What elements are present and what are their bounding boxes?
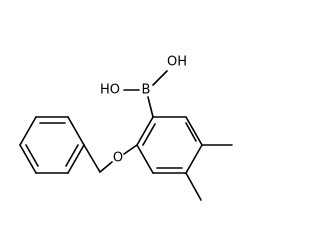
bond	[152, 70, 168, 86]
bond	[123, 144, 138, 155]
bond	[136, 144, 154, 174]
bond	[147, 96, 154, 118]
atom-label: HO	[100, 83, 120, 98]
bond	[185, 116, 203, 146]
bond	[19, 144, 37, 174]
bond	[83, 144, 101, 173]
double-bond	[25, 144, 39, 167]
double-bond	[185, 122, 197, 142]
bond	[67, 116, 85, 146]
atom-label: O	[113, 151, 123, 166]
methyl-bond	[185, 172, 202, 201]
double-bond	[142, 123, 156, 146]
bond	[19, 116, 37, 146]
atom-label: B	[142, 83, 151, 98]
double-bond	[65, 144, 79, 167]
structure-diagram: OH HO B O	[19, 55, 233, 201]
bond	[136, 116, 154, 146]
bond	[185, 144, 203, 174]
bond	[67, 144, 85, 174]
bonds	[19, 70, 233, 201]
atom-label: OH	[167, 55, 187, 70]
bond	[99, 161, 113, 173]
